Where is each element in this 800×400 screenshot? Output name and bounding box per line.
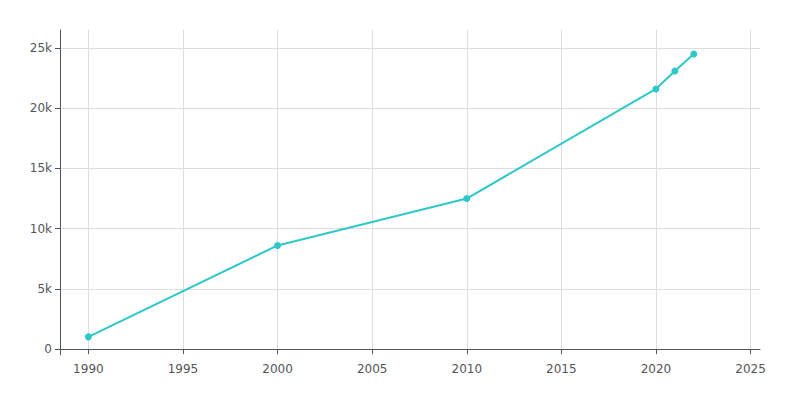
svg-text:20k: 20k bbox=[30, 101, 52, 115]
svg-text:2025: 2025 bbox=[735, 362, 766, 376]
svg-text:2010: 2010 bbox=[451, 362, 482, 376]
svg-text:2000: 2000 bbox=[262, 362, 293, 376]
svg-text:2015: 2015 bbox=[546, 362, 577, 376]
svg-text:2020: 2020 bbox=[641, 362, 672, 376]
svg-text:0: 0 bbox=[44, 342, 52, 356]
svg-text:25k: 25k bbox=[30, 41, 52, 55]
svg-text:1995: 1995 bbox=[168, 362, 199, 376]
svg-text:5k: 5k bbox=[37, 282, 52, 296]
svg-text:2005: 2005 bbox=[357, 362, 388, 376]
svg-text:10k: 10k bbox=[30, 222, 52, 236]
svg-text:15k: 15k bbox=[30, 161, 52, 175]
svg-text:1990: 1990 bbox=[73, 362, 104, 376]
